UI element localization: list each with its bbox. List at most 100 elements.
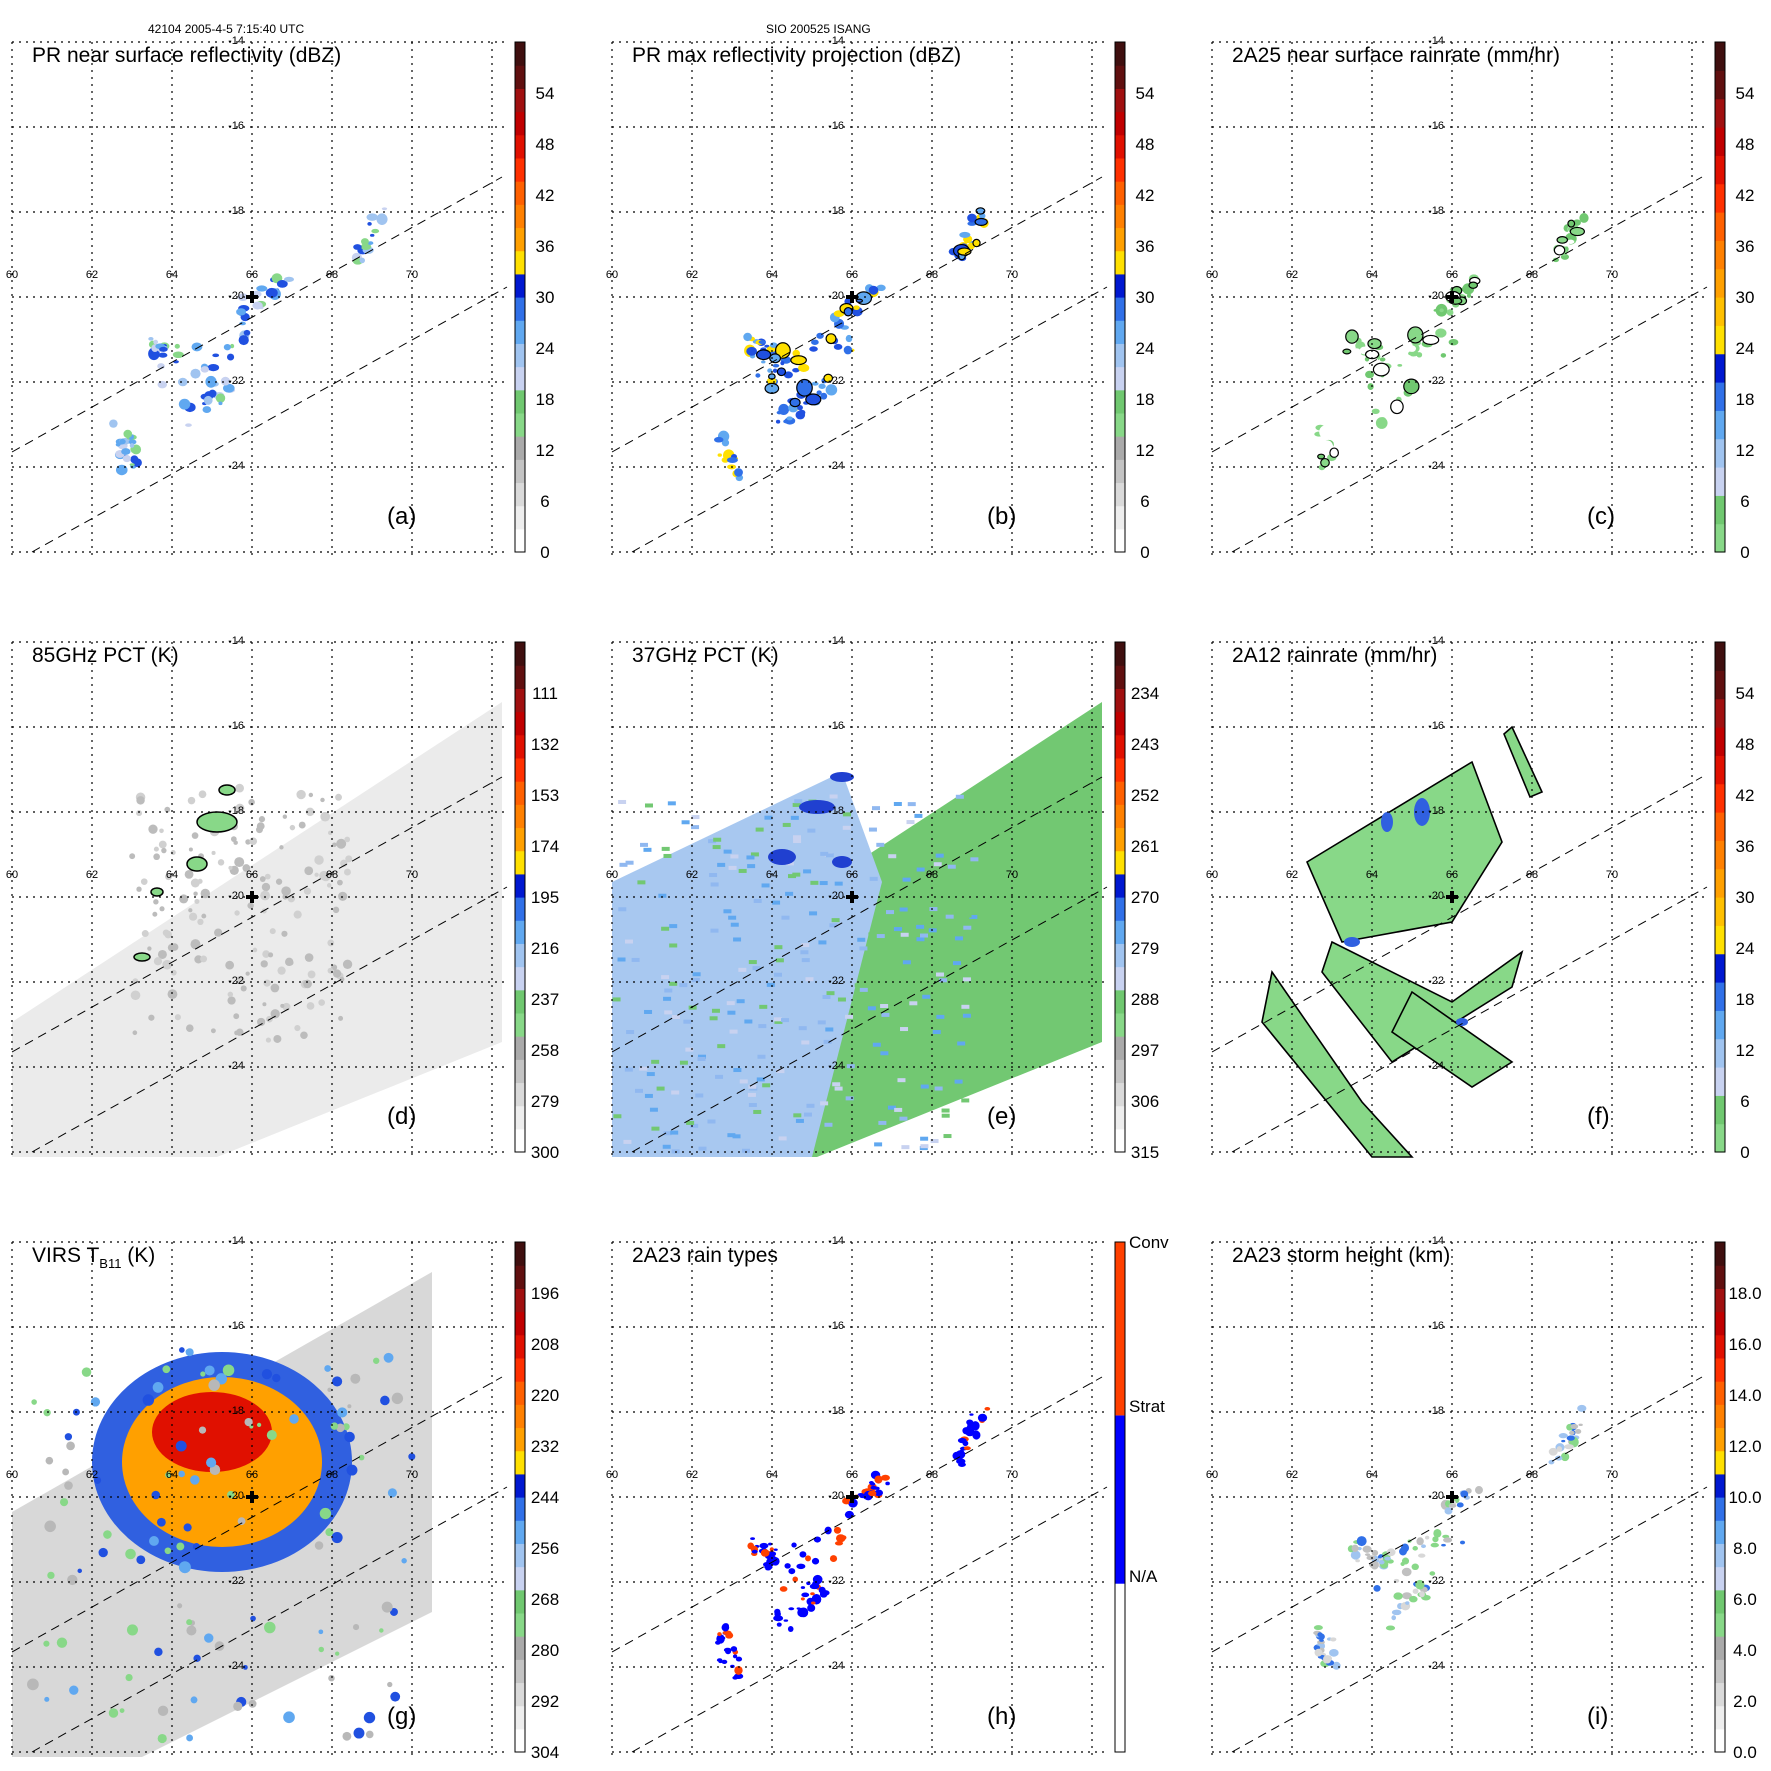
virs-pixel (222, 1364, 235, 1377)
echo-pixel (798, 363, 810, 372)
virs-pixel (387, 1681, 393, 1688)
storm-height-pixel (1448, 1503, 1457, 1508)
pct-pixel (806, 1103, 815, 1108)
echo-contour (790, 355, 807, 366)
rain-type-pixel (833, 1526, 842, 1534)
colorbar-tick-label: 0 (540, 543, 549, 562)
lon-tick-label: 68 (926, 869, 938, 881)
lat-tick-label: -24 (828, 1060, 844, 1072)
pct-pixel (785, 891, 794, 896)
colorbar-tick-label: 292 (531, 1692, 559, 1711)
pct-pixel (945, 950, 954, 955)
colorbar-tick-label: 268 (531, 1590, 559, 1609)
lon-tick-label: 70 (1006, 869, 1018, 881)
lon-tick-label: 68 (326, 269, 338, 281)
pct-depression-contour (133, 952, 151, 962)
echo-pixel (223, 383, 235, 393)
pct-pixel (148, 824, 158, 834)
colorbar-segment (1115, 273, 1125, 298)
pct-pixel (834, 1086, 843, 1091)
virs-pixel (266, 1430, 277, 1441)
echo-pixel (1365, 370, 1375, 379)
echo-pixel (202, 406, 212, 414)
echo-pixel (123, 429, 133, 439)
panel-g: 60 62 64 66 68 70 -14 -16 -18 -20 -22 -24 VIRS TB11 … (6, 1235, 559, 1762)
echo-contour (1556, 236, 1569, 244)
pct-pixel (626, 1030, 635, 1035)
colorbar-segment (1715, 727, 1725, 756)
pct-pixel (663, 1131, 672, 1136)
virs-pixel (185, 1348, 194, 1357)
pct-pixel (671, 1090, 680, 1095)
pct-pixel (129, 853, 136, 860)
echo-pixel (237, 293, 249, 301)
pct-pixel (794, 799, 803, 804)
colorbar-segment (1715, 982, 1725, 1011)
colorbar-segment (515, 343, 525, 368)
pct-pixel (320, 797, 325, 803)
pct-pixel (801, 1040, 810, 1045)
rain-type-pixel (842, 1497, 851, 1505)
panel-label: (a) (387, 503, 416, 530)
lon-tick-label: 66 (246, 1469, 258, 1481)
pct-pixel (900, 932, 909, 937)
pct-pixel (726, 1001, 735, 1006)
echo-pixel (1466, 293, 1472, 298)
colorbar-segment (1715, 1265, 1725, 1289)
pct-pixel (792, 835, 801, 840)
panel-title: PR max reflectivity projection (dBZ) (632, 44, 961, 67)
rain-type-pixel (974, 1430, 979, 1433)
pct-pixel (164, 806, 171, 813)
colorbar-tick-label: 6 (540, 492, 549, 511)
lon-tick-label: 64 (766, 269, 778, 281)
pct-pixel (304, 866, 314, 876)
storm-height-pixel (1332, 1661, 1341, 1670)
echo-pixel (159, 346, 168, 352)
pct-pixel (174, 1014, 181, 1021)
virs-pixel (98, 1547, 108, 1558)
colorbar-segment (1715, 240, 1725, 270)
colorbar-tick-label: 24 (536, 339, 555, 358)
colorbar-segment (515, 804, 525, 829)
virs-pixel (67, 1574, 78, 1586)
pct-pixel (776, 1069, 785, 1074)
pct-pixel (930, 1139, 939, 1144)
storm-height-pixel (1412, 1588, 1419, 1594)
colorbar-segment (515, 157, 525, 182)
colorbar-segment (1115, 897, 1125, 921)
pct-pixel (288, 960, 294, 966)
pct-pixel (820, 851, 829, 856)
colorbar-segment (1715, 1067, 1725, 1096)
colorbar-tick-label: 36 (1736, 237, 1755, 256)
lon-tick-label: 66 (1446, 1469, 1458, 1481)
lat-tick-label: -24 (1428, 1660, 1444, 1672)
virs-pixel (178, 1470, 185, 1478)
echo-pixel (820, 392, 828, 400)
rain-type-pixel (810, 1601, 816, 1605)
pct-pixel (820, 1101, 829, 1106)
lat-tick-label: -20 (228, 290, 244, 302)
lat-tick-label: -18 (228, 205, 244, 217)
echo-contour (1320, 457, 1330, 468)
storm-center-cross (846, 291, 858, 303)
virs-pixel (157, 1705, 169, 1717)
pct-pixel (941, 1113, 950, 1118)
virs-pixel (383, 1352, 394, 1363)
pct-pixel (634, 1088, 643, 1093)
pct-pixel (159, 906, 165, 912)
storm-height-pixel (1373, 1585, 1381, 1592)
colorbar-tick-label: 244 (531, 1488, 559, 1507)
swath-edge-line (611, 176, 1103, 453)
virs-pixel (206, 1457, 217, 1468)
lon-tick-label: 66 (1446, 269, 1458, 281)
pct-pixel (293, 910, 302, 919)
colorbar-segment (515, 227, 525, 252)
pct-pixel (663, 853, 672, 858)
pct-pixel (247, 902, 254, 909)
storm-height-pixel (1577, 1404, 1587, 1412)
storm-height-pixel (1351, 1544, 1359, 1552)
pct-pixel (963, 856, 972, 861)
pct-pixel (664, 1010, 673, 1015)
lon-tick-label: 64 (1366, 869, 1378, 881)
